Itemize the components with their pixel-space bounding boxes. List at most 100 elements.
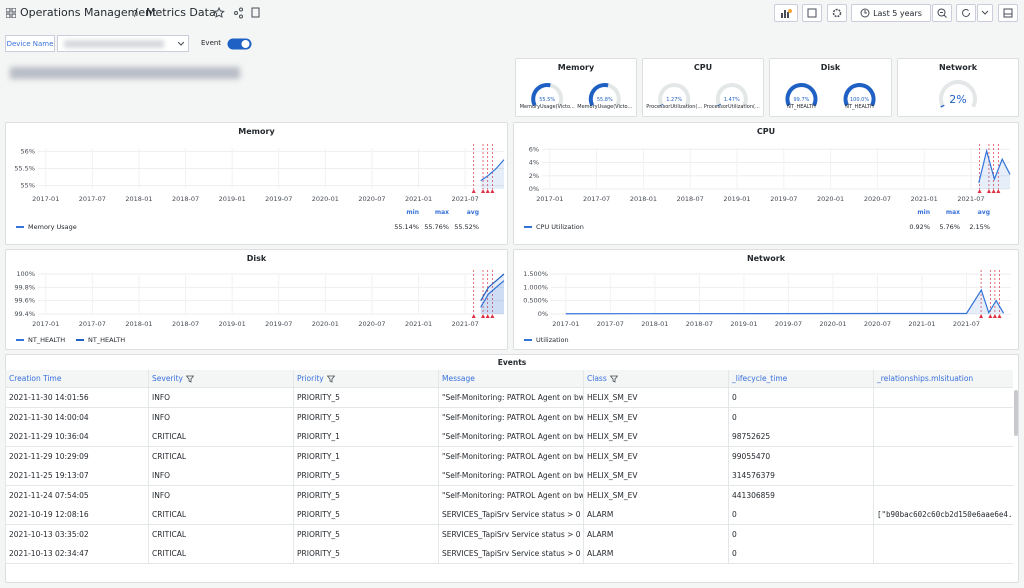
gauge-svg: 99.7%NT_HEALTH100.0%NT_HEALTH [770, 59, 891, 116]
chart-panel: CPU0%2%4%6%2017-012017-072018-012018-072… [513, 122, 1019, 245]
y-tick-label: 100% [16, 270, 35, 278]
table-cell: CRITICAL [148, 447, 293, 466]
cell-text: HELIX_SM_EV [587, 432, 638, 441]
y-tick-label: 55.5% [14, 165, 35, 173]
view-mode-button[interactable] [998, 4, 1018, 22]
chart-svg: 99.4%99.6%99.8%100%2017-012017-072018-01… [6, 250, 507, 349]
column-header[interactable]: Creation Time [5, 370, 148, 387]
add-panel-button[interactable] [774, 4, 798, 22]
x-tick-label: 2018-01 [125, 320, 152, 328]
y-tick-label: 1.000% [523, 283, 548, 291]
column-header[interactable]: Message [438, 370, 583, 387]
breadcrumb-dashboard[interactable]: Metrics Data [146, 6, 216, 19]
table-cell [873, 486, 1013, 505]
table-cell: PRIORITY_5 [293, 408, 438, 427]
column-header[interactable]: _lifecycle_time [728, 370, 873, 387]
table-cell: CRITICAL [148, 544, 293, 563]
event-toggle[interactable] [227, 38, 253, 50]
table-cell: 0 [728, 408, 873, 427]
table-cell: 0 [728, 525, 873, 544]
cell-text: 0 [732, 413, 737, 422]
legend-label: NT_HEALTH [88, 336, 125, 344]
table-cell: 2021-11-29 10:29:09 [5, 447, 148, 466]
refresh-button[interactable] [956, 4, 976, 22]
table-cell: ALARM [583, 505, 728, 524]
gauge-name: MemoryUsage(Victo... [520, 104, 575, 110]
annotation-marker [490, 314, 494, 318]
table-cell: HELIX_SM_EV [583, 447, 728, 466]
time-picker[interactable]: Last 5 years [851, 4, 931, 22]
legend-stat: 0.92% [909, 223, 930, 231]
cell-text: INFO [152, 393, 170, 402]
table-cell: 2021-11-25 19:13:07 [5, 466, 148, 485]
annotation-marker [486, 189, 490, 193]
y-tick-label: 4% [529, 159, 539, 167]
cell-text: CRITICAL [152, 452, 186, 461]
cell-text: 2021-10-13 03:35:02 [9, 530, 89, 539]
cell-text: PRIORITY_5 [297, 530, 340, 539]
cell-text: 2021-10-19 12:08:16 [9, 510, 89, 519]
filter-icon[interactable] [327, 375, 335, 383]
series-area [979, 151, 1010, 189]
table-cell: PRIORITY_5 [293, 388, 438, 407]
legend-label: CPU Utilization [536, 223, 584, 231]
table-row: 2021-11-29 10:36:04CRITICALPRIORITY_1"Se… [5, 427, 1013, 447]
apps-icon[interactable] [6, 8, 16, 18]
column-header[interactable]: _relationships.mlsituation [873, 370, 1013, 387]
gauge-value: 100.0% [850, 97, 869, 103]
table-cell: 2021-10-19 12:08:16 [5, 505, 148, 524]
cell-text: PRIORITY_5 [297, 549, 340, 558]
chart-svg: 0%2%4%6%2017-012017-072018-012018-072019… [514, 123, 1018, 244]
x-tick-label: 2017-01 [552, 320, 579, 328]
cell-text: INFO [152, 471, 170, 480]
x-tick-label: 2019-07 [265, 320, 292, 328]
column-title: Class [587, 374, 607, 383]
x-tick-label: 2020-07 [864, 320, 891, 328]
annotation-marker [988, 314, 992, 318]
settings-button[interactable] [827, 4, 847, 22]
cell-text: 2021-11-25 19:13:07 [9, 471, 89, 480]
table-row: 2021-10-13 03:35:02CRITICALPRIORITY_5SER… [5, 525, 1013, 545]
filter-icon[interactable] [610, 375, 618, 383]
gauge-svg: 1.27%ProcessorUtilization(...1.47%Proces… [643, 59, 763, 116]
annotation-marker [978, 189, 982, 193]
column-header[interactable]: Severity [148, 370, 293, 387]
save-button[interactable] [802, 4, 822, 22]
x-tick-label: 2021-01 [405, 320, 432, 328]
x-tick-label: 2018-01 [641, 320, 668, 328]
zoom-out-button[interactable] [932, 4, 952, 22]
cell-text: 2021-11-30 14:01:56 [9, 393, 89, 402]
blurred-title [10, 67, 240, 79]
filter-icon[interactable] [186, 375, 194, 383]
table-cell: CRITICAL [148, 525, 293, 544]
x-tick-label: 2019-01 [723, 195, 750, 203]
cell-text: ALARM [587, 510, 613, 519]
refresh-interval[interactable] [977, 4, 993, 22]
table-cell: 2021-11-30 14:00:04 [5, 408, 148, 427]
cell-text: INFO [152, 413, 170, 422]
cell-text: 441306859 [732, 491, 775, 500]
variable-label: Device Name [5, 35, 55, 52]
y-tick-label: 1.500% [523, 270, 548, 278]
cell-text: 2021-10-13 02:34:47 [9, 549, 89, 558]
column-title: _lifecycle_time [732, 374, 787, 383]
legend-stat: 55.76% [424, 223, 449, 231]
y-tick-label: 55% [21, 182, 35, 190]
table-cell: CRITICAL [148, 505, 293, 524]
y-tick-label: 99.4% [14, 310, 35, 318]
cell-text: HELIX_SM_EV [587, 452, 638, 461]
annotation-marker [979, 314, 983, 318]
column-header[interactable]: Priority [293, 370, 438, 387]
table-cell: "Self-Monitoring: PATROL Agent on bw... [438, 486, 583, 505]
table-cell [873, 408, 1013, 427]
title-actions[interactable] [214, 7, 264, 19]
device-select[interactable] [57, 35, 189, 52]
cell-text: "Self-Monitoring: PATROL Agent on bw... [442, 452, 583, 461]
table-cell: "Self-Monitoring: PATROL Agent on bw... [438, 447, 583, 466]
x-tick-label: 2021-07 [957, 195, 984, 203]
cell-text: HELIX_SM_EV [587, 491, 638, 500]
table-cell [873, 544, 1013, 563]
y-tick-label: 99.6% [14, 297, 35, 305]
legend-column-header: min [406, 209, 419, 216]
column-header[interactable]: Class [583, 370, 728, 387]
